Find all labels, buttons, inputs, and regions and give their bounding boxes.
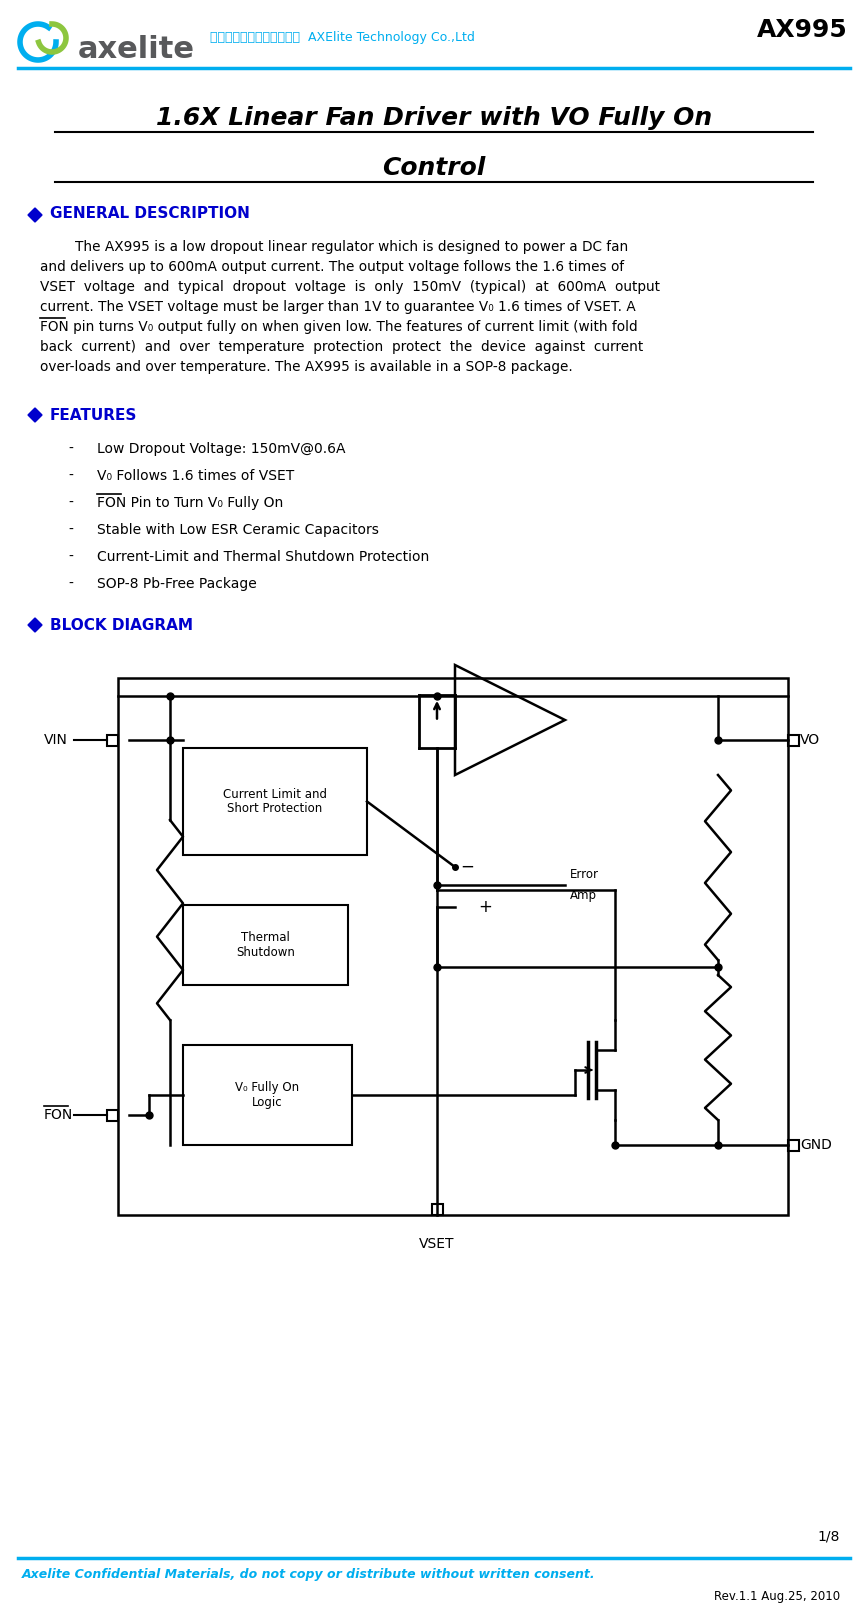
Text: +: + (478, 899, 492, 916)
Text: FON pin turns V₀ output fully on when given low. The features of current limit (: FON pin turns V₀ output fully on when gi… (40, 319, 638, 334)
Text: FON Pin to Turn V₀ Fully On: FON Pin to Turn V₀ Fully On (97, 496, 283, 510)
Bar (183, 748, 367, 855)
Text: Control: Control (382, 156, 486, 180)
Polygon shape (28, 618, 42, 632)
Bar (107, 735, 118, 745)
Text: BLOCK DIAGRAM: BLOCK DIAGRAM (50, 618, 193, 632)
Text: Thermal
Shutdown: Thermal Shutdown (236, 931, 295, 960)
Bar (183, 1045, 352, 1144)
Text: Current Limit and
Short Protection: Current Limit and Short Protection (223, 788, 327, 815)
Text: over-loads and over temperature. The AX995 is available in a SOP-8 package.: over-loads and over temperature. The AX9… (40, 360, 573, 374)
Bar (107, 1109, 118, 1120)
Bar (431, 1204, 443, 1215)
Text: and delivers up to 600mA output current. The output voltage follows the 1.6 time: and delivers up to 600mA output current.… (40, 260, 624, 274)
Text: V₀ Follows 1.6 times of VSET: V₀ Follows 1.6 times of VSET (97, 469, 294, 483)
Text: VO: VO (800, 733, 820, 746)
Text: GND: GND (800, 1138, 832, 1152)
Text: -: - (68, 551, 73, 563)
Text: AX995: AX995 (757, 18, 848, 42)
Text: Stable with Low ESR Ceramic Capacitors: Stable with Low ESR Ceramic Capacitors (97, 523, 378, 538)
Text: 1.6X Linear Fan Driver with VO Fully On: 1.6X Linear Fan Driver with VO Fully On (156, 106, 712, 130)
Text: axelite: axelite (78, 35, 195, 64)
Bar (788, 1140, 799, 1151)
Text: FON: FON (44, 1107, 73, 1122)
Text: V₀ Fully On
Logic: V₀ Fully On Logic (235, 1082, 299, 1109)
Text: Current-Limit and Thermal Shutdown Protection: Current-Limit and Thermal Shutdown Prote… (97, 551, 430, 563)
Text: FEATURES: FEATURES (50, 408, 137, 422)
Text: 亞瑟萊特科技股份有限公司  AXElite Technology Co.,Ltd: 亞瑟萊特科技股份有限公司 AXElite Technology Co.,Ltd (210, 32, 475, 45)
Text: VSET  voltage  and  typical  dropout  voltage  is  only  150mV  (typical)  at  6: VSET voltage and typical dropout voltage… (40, 279, 660, 294)
Text: current. The VSET voltage must be larger than 1V to guarantee V₀ 1.6 times of VS: current. The VSET voltage must be larger… (40, 300, 635, 315)
Text: Low Dropout Voltage: 150mV@0.6A: Low Dropout Voltage: 150mV@0.6A (97, 441, 345, 456)
Text: -: - (68, 496, 73, 510)
Text: Error: Error (570, 868, 599, 881)
Text: -: - (68, 469, 73, 483)
Text: SOP-8 Pb-Free Package: SOP-8 Pb-Free Package (97, 578, 257, 591)
Text: -: - (68, 578, 73, 591)
Text: VSET: VSET (419, 1237, 455, 1250)
Text: The AX995 is a low dropout linear regulator which is designed to power a DC fan: The AX995 is a low dropout linear regula… (40, 241, 628, 254)
Text: -: - (68, 523, 73, 538)
Polygon shape (28, 408, 42, 422)
Text: Axelite Confidential Materials, do not copy or distribute without written consen: Axelite Confidential Materials, do not c… (22, 1568, 595, 1581)
Polygon shape (28, 209, 42, 221)
Text: GENERAL DESCRIPTION: GENERAL DESCRIPTION (50, 205, 250, 220)
Bar (788, 735, 799, 745)
Text: -: - (68, 441, 73, 456)
Text: back  current)  and  over  temperature  protection  protect  the  device  agains: back current) and over temperature prote… (40, 340, 643, 355)
Text: −: − (460, 859, 474, 876)
Text: Amp: Amp (570, 889, 597, 902)
Bar (118, 677, 788, 1215)
Bar (183, 905, 348, 985)
Text: VIN: VIN (44, 733, 68, 746)
Text: Rev.1.1 Aug.25, 2010: Rev.1.1 Aug.25, 2010 (713, 1591, 840, 1603)
Text: 1/8: 1/8 (818, 1530, 840, 1544)
